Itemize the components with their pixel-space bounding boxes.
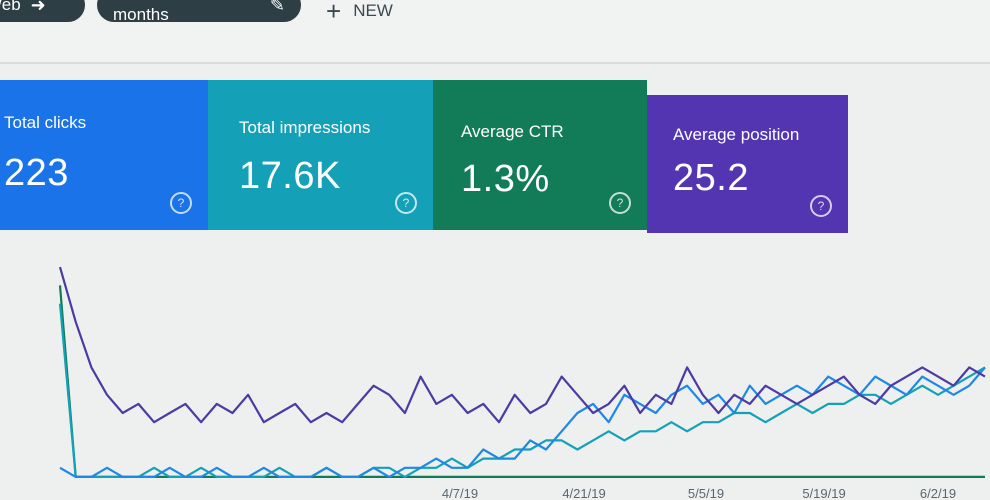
total-clicks-card[interactable]: Total clicks 223 ? [0, 80, 208, 230]
performance-chart-svg: 4/7/19 4/21/19 5/5/19 5/19/19 6/2/19 [58, 266, 986, 500]
x-tick-label: 4/7/19 [442, 486, 478, 500]
help-icon[interactable]: ? [170, 192, 192, 214]
series-line [58, 266, 986, 424]
date-filter-chip[interactable]: Date: Last 6 months ✎ [97, 0, 301, 24]
card-label: Average CTR [461, 122, 564, 141]
toolbar-divider [0, 62, 990, 64]
card-label: Average position [673, 125, 800, 144]
card-value: 25.2 [673, 157, 749, 199]
help-icon[interactable]: ? [609, 192, 631, 214]
filter-chip-label: Web [0, 0, 21, 14]
help-icon[interactable]: ? [395, 192, 417, 214]
card-value: 1.3% [461, 158, 550, 200]
performance-chart[interactable]: 4/7/19 4/21/19 5/5/19 5/19/19 6/2/19 [0, 240, 990, 500]
series-line [59, 366, 986, 478]
average-position-card[interactable]: Average position 25.2 ? [647, 95, 848, 233]
card-label: Total impressions [239, 118, 371, 137]
x-tick-label: 6/2/19 [920, 486, 956, 500]
average-ctr-card[interactable]: Average CTR 1.3% ? [433, 80, 647, 230]
x-tick-label: 5/19/19 [802, 486, 845, 500]
total-impressions-card[interactable]: Total impressions 17.6K ? [208, 80, 433, 230]
new-button-label: NEW [353, 1, 393, 20]
x-tick-label: 5/5/19 [688, 486, 724, 500]
pencil-icon: ✎ [269, 0, 285, 15]
metric-cards: Total clicks 223 ? Total impressions 17.… [0, 80, 990, 240]
arrow-right-icon: ➜ [30, 0, 46, 15]
card-value: 17.6K [239, 155, 341, 197]
help-icon[interactable]: ? [810, 195, 832, 217]
plus-icon: + [326, 0, 342, 26]
date-chip-label: Date: Last 6 months [113, 0, 205, 24]
x-tick-label: 4/21/19 [562, 486, 605, 500]
card-value: 223 [4, 152, 69, 194]
card-label: Total clicks [4, 113, 87, 132]
new-filter-button[interactable]: + NEW [326, 0, 393, 24]
search-type-filter-chip[interactable]: Web ➜ [0, 0, 85, 22]
series-line [58, 285, 985, 478]
